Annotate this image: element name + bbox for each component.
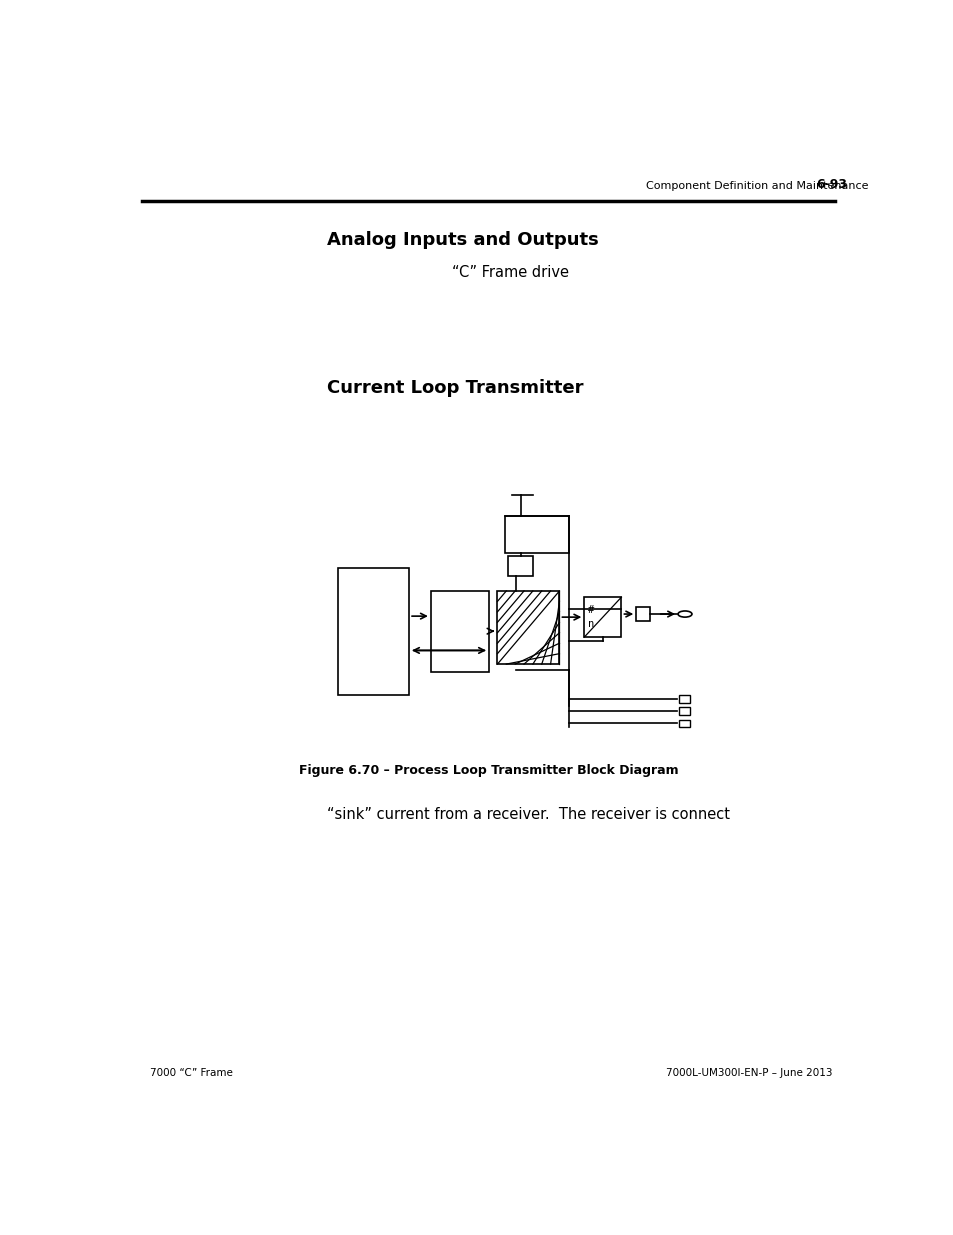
Text: #: #: [587, 605, 594, 615]
Text: 7000L-UM300I-EN-P – June 2013: 7000L-UM300I-EN-P – June 2013: [665, 1068, 831, 1078]
Text: Figure 6.70 – Process Loop Transmitter Block Diagram: Figure 6.70 – Process Loop Transmitter B…: [299, 764, 678, 777]
Bar: [431, 592, 488, 672]
Text: n: n: [587, 619, 594, 629]
Bar: [508, 556, 533, 576]
Bar: [679, 695, 689, 703]
Text: 6-93: 6-93: [816, 178, 847, 190]
Bar: [337, 568, 409, 695]
Text: Analog Inputs and Outputs: Analog Inputs and Outputs: [327, 231, 598, 249]
Bar: [679, 708, 689, 715]
Bar: [505, 516, 568, 553]
Text: 7000 “C” Frame: 7000 “C” Frame: [150, 1068, 233, 1078]
Bar: [636, 608, 649, 621]
Text: Component Definition and Maintenance: Component Definition and Maintenance: [645, 180, 868, 190]
Bar: [679, 720, 689, 727]
Text: Current Loop Transmitter: Current Loop Transmitter: [327, 379, 583, 398]
Bar: [497, 592, 558, 664]
Text: “C” Frame drive: “C” Frame drive: [452, 266, 569, 280]
Bar: [583, 597, 620, 637]
Text: “sink” current from a receiver.  The receiver is connect: “sink” current from a receiver. The rece…: [327, 806, 729, 821]
